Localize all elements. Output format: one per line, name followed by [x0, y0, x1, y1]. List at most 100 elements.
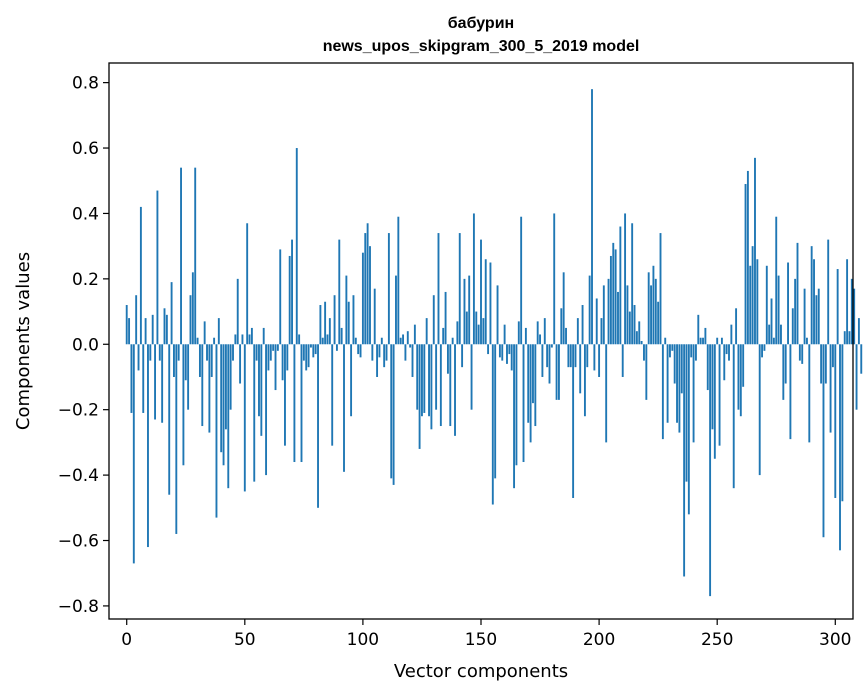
- bar: [494, 344, 497, 479]
- bar: [496, 285, 499, 345]
- bar: [770, 298, 773, 345]
- bar: [302, 344, 305, 361]
- bar: [777, 275, 780, 345]
- bar: [180, 167, 182, 345]
- bar: [465, 311, 468, 345]
- bar: [614, 249, 617, 345]
- bar: [513, 344, 516, 489]
- bar: [173, 344, 175, 377]
- bar: [631, 223, 634, 345]
- bar: [548, 344, 551, 384]
- bar: [331, 344, 334, 446]
- bar: [765, 265, 768, 345]
- bar: [137, 344, 140, 371]
- bar: [699, 337, 702, 345]
- bar: [522, 344, 525, 463]
- bar: [416, 344, 419, 410]
- bar: [532, 344, 534, 404]
- bar: [709, 344, 712, 597]
- bar: [184, 344, 187, 381]
- bar: [191, 272, 194, 345]
- bar: [732, 344, 735, 489]
- bar: [345, 275, 348, 345]
- bar: [593, 344, 596, 371]
- bar: [319, 305, 322, 345]
- bar: [357, 344, 360, 355]
- bar: [810, 246, 813, 345]
- bar: [151, 314, 154, 345]
- bar: [243, 344, 246, 492]
- bar: [605, 344, 608, 443]
- bar: [742, 344, 745, 387]
- bar: [163, 308, 166, 345]
- bar: [661, 344, 664, 440]
- x-axis-ticks: 0 50 100 150 200 250 300: [121, 619, 852, 650]
- bar: [808, 344, 811, 443]
- bar: [640, 341, 643, 345]
- y-tick-label: 0.8: [72, 74, 99, 94]
- bar: [739, 344, 742, 417]
- bar: [338, 239, 341, 345]
- bar: [232, 344, 234, 361]
- bar: [652, 265, 655, 345]
- bar: [314, 344, 317, 355]
- bar: [161, 344, 164, 423]
- bar: [751, 246, 754, 345]
- bar: [678, 344, 681, 433]
- bar: [158, 344, 161, 361]
- bar: [305, 344, 308, 371]
- bar: [406, 331, 409, 345]
- bar: [694, 344, 697, 361]
- bar: [361, 252, 364, 345]
- y-tick-label: −0.8: [58, 597, 99, 617]
- bar: [468, 275, 471, 345]
- bar: [371, 344, 374, 361]
- y-tick-label: −0.2: [58, 401, 99, 421]
- bar: [293, 344, 296, 463]
- bar: [213, 337, 216, 345]
- bar: [206, 344, 208, 361]
- chart-title-line2: news_upos_skipgram_300_5_2019 model: [323, 38, 640, 55]
- bar: [730, 324, 733, 345]
- bar: [756, 259, 759, 345]
- bar: [310, 344, 312, 348]
- bar: [196, 337, 199, 345]
- bar: [265, 344, 268, 476]
- bar: [664, 337, 667, 345]
- bar: [177, 344, 180, 361]
- bar: [803, 288, 806, 345]
- bar: [321, 337, 324, 345]
- bar: [442, 327, 445, 345]
- bar: [607, 278, 610, 345]
- y-tick-label: 0.2: [72, 270, 99, 290]
- bar: [588, 275, 591, 345]
- bar: [666, 344, 669, 423]
- bar: [333, 295, 336, 345]
- y-tick-label: 0.0: [72, 335, 99, 355]
- bar: [399, 337, 402, 345]
- bar: [524, 327, 527, 345]
- bar: [154, 344, 156, 420]
- x-tick-label: 250: [701, 630, 733, 650]
- bar: [359, 344, 362, 358]
- bar: [220, 344, 223, 453]
- bar: [489, 262, 492, 345]
- bar: [543, 318, 546, 345]
- bar: [147, 344, 149, 548]
- bar: [298, 334, 301, 345]
- bar: [491, 344, 494, 505]
- bar: [763, 344, 766, 351]
- bar: [553, 213, 556, 345]
- x-tick-label: 50: [234, 630, 256, 650]
- bar: [645, 344, 648, 400]
- bar: [260, 344, 263, 436]
- bar: [598, 344, 601, 377]
- bar: [787, 262, 789, 345]
- bar: [175, 344, 178, 534]
- bar: [855, 344, 858, 410]
- x-tick-label: 200: [583, 630, 615, 650]
- bar: [409, 344, 412, 348]
- bar: [659, 233, 662, 345]
- bar: [720, 337, 723, 345]
- bar: [591, 89, 593, 345]
